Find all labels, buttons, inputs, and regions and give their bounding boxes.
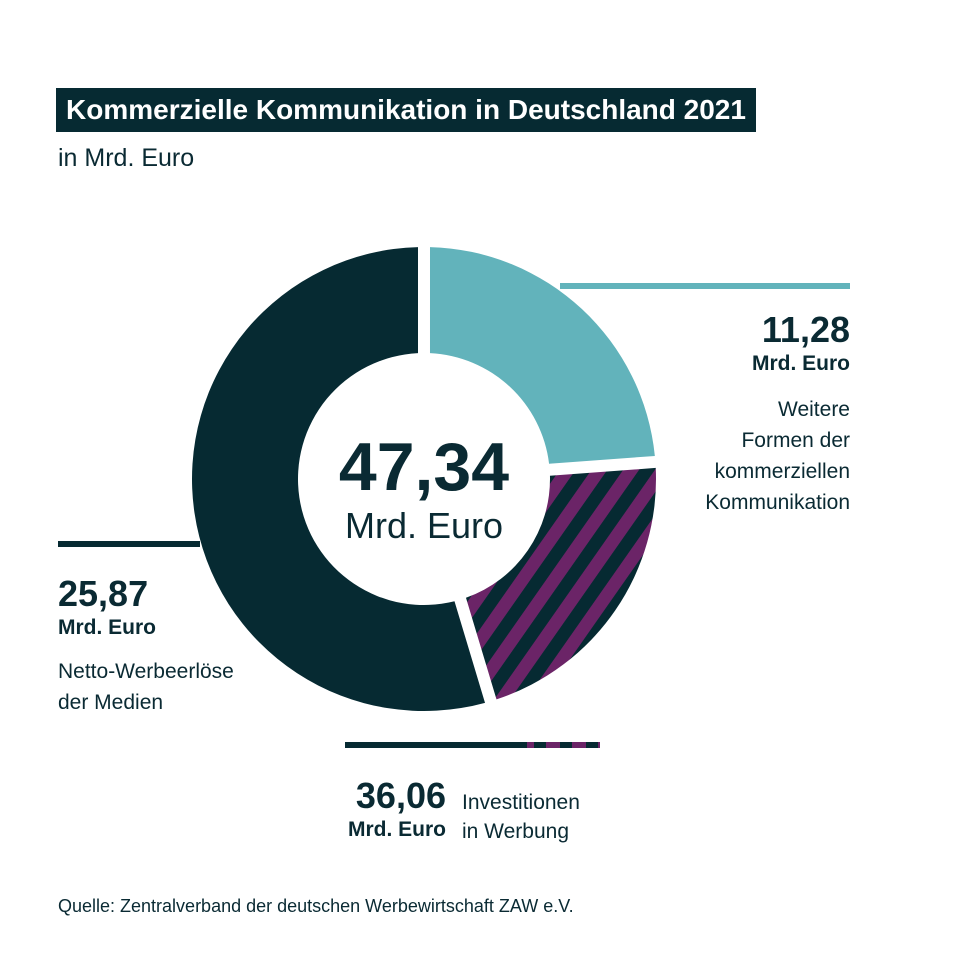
netto-text-1: Netto-Werbeerlöse	[58, 660, 234, 683]
netto-text-2: der Medien	[58, 691, 164, 714]
weitere-text-3: kommerziellen	[714, 460, 850, 483]
slice-netto	[191, 247, 486, 711]
weitere-value: 11,28	[761, 309, 850, 350]
chart-title: Kommerzielle Kommunikation in Deutschlan…	[56, 88, 756, 132]
netto-unit: Mrd. Euro	[58, 616, 156, 639]
weitere-text-2: Formen der	[741, 429, 850, 452]
weitere-text-1: Weitere	[778, 398, 850, 421]
leader-line-invest-dark	[345, 742, 527, 748]
leader-line-invest-striped	[527, 742, 600, 748]
netto-value: 25,87	[58, 573, 149, 614]
invest-value: 36,06	[355, 775, 446, 816]
invest-unit: Mrd. Euro	[348, 818, 446, 841]
weitere-text-4: Kommunikation	[705, 491, 850, 514]
chart-subtitle: in Mrd. Euro	[58, 144, 195, 172]
slice-weitere	[429, 247, 655, 464]
weitere-unit: Mrd. Euro	[752, 352, 850, 375]
center-unit: Mrd. Euro	[345, 505, 503, 546]
invest-text-1: Investitionen	[462, 791, 580, 814]
slice-striped	[465, 467, 656, 700]
invest-text-2: in Werbung	[462, 820, 570, 843]
center-value: 47,34	[339, 429, 509, 505]
source-note: Quelle: Zentralverband der deutschen Wer…	[58, 896, 574, 916]
